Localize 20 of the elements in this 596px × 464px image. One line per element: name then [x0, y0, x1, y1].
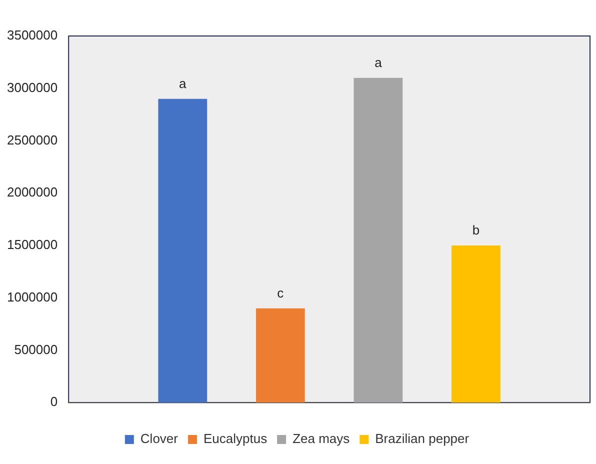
y-tick-label: 2500000	[6, 132, 58, 148]
annotation: a	[179, 76, 188, 91]
y-tick-label: 1000000	[6, 289, 58, 304]
annotation: b	[472, 222, 480, 238]
annotation: a	[374, 54, 383, 70]
bar	[354, 78, 403, 403]
bar	[158, 98, 208, 403]
legend-label: Eucalyptus	[203, 431, 268, 446]
legend-label: Clover	[140, 431, 179, 446]
legend-label: Brazilian pepper	[375, 431, 470, 446]
y-tick-label: 3000000	[6, 80, 58, 95]
bar	[256, 308, 305, 403]
y-tick-label: 1500000	[6, 237, 58, 252]
y-tick-label: 3500000	[6, 28, 58, 43]
bar	[452, 245, 500, 403]
y-tick-label: 0	[50, 394, 58, 410]
y-tick-label: 2000000	[6, 184, 58, 200]
y-tick-label: 500000	[14, 342, 58, 357]
legend-label: Zea mays	[292, 431, 350, 446]
annotation: c	[277, 285, 284, 300]
